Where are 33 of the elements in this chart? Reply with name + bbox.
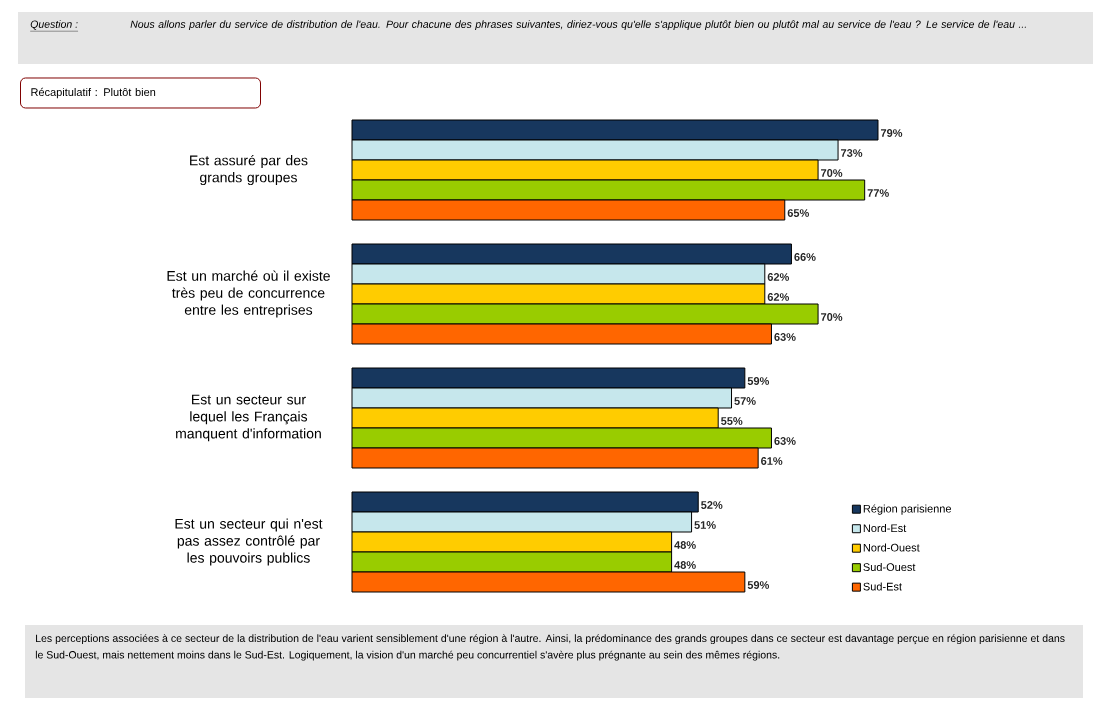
- y-tick-label: Est un secteur qui n'est pas assez contrôlé par les pouvoirs publics: [175, 518, 323, 566]
- data-label: 79%: [880, 129, 903, 137]
- legend-label: Sud-Ouest: [863, 562, 916, 572]
- data-label: 70%: [821, 313, 843, 321]
- data-label: 63%: [774, 437, 796, 445]
- data-label: 48%: [674, 561, 696, 569]
- y-tick-label: Est assuré par des grands groupes: [190, 154, 308, 186]
- y-tick-label: Est un secteur sur lequel les Français manquent d'information: [176, 394, 321, 442]
- data-label: 70%: [821, 169, 843, 177]
- data-label: 77%: [867, 189, 889, 197]
- legend-label: Région parisienne: [863, 504, 952, 515]
- text: Récapitulatif : Plutôt bien: [31, 87, 156, 99]
- text: Les perceptions associées à ce secteur de la distribution de l'eau varient sensiblement d'une région à l'autre. Ainsi, la prédominance des grands groupes dans ce secteur est davantage perçue en région parisienne et dans le Sud-Ouest, mais nettement moins dans le Sud-Est. Logiquement, la vision d'un marché peu concurrentiel s'avère plus prégnante au sein des mêmes régions.: [35, 634, 1065, 661]
- data-label: 51%: [694, 521, 716, 529]
- data-label: 65%: [787, 209, 809, 217]
- data-label: 73%: [841, 149, 863, 157]
- text: Question :: [30, 20, 78, 30]
- legend-label: Nord-Ouest: [863, 543, 920, 552]
- legend-label: Sud-Est: [863, 582, 902, 591]
- legend-label: Nord-Est: [863, 524, 907, 533]
- data-label: 59%: [747, 377, 770, 385]
- chart-title: Nous allons parler du service de distribution de l'eau. Pour chacune des phrases suivantes, diriez-vous qu'elle s'applique plutôt bien ou plutôt mal au service de l'eau ? Le service de l'eau ...: [130, 20, 1026, 31]
- y-tick-label: Est un marché où il existe très peu de concurrence entre les entreprises: [167, 270, 330, 318]
- data-label: 52%: [701, 501, 723, 509]
- data-label: 55%: [721, 417, 743, 425]
- data-label: 63%: [774, 333, 796, 341]
- data-label: 61%: [761, 457, 783, 465]
- data-label: 48%: [674, 541, 696, 549]
- data-label: 62%: [767, 293, 790, 301]
- data-label: 59%: [747, 581, 770, 589]
- data-label: 66%: [794, 253, 816, 261]
- data-label: 62%: [767, 273, 790, 281]
- data-label: 57%: [734, 397, 756, 405]
